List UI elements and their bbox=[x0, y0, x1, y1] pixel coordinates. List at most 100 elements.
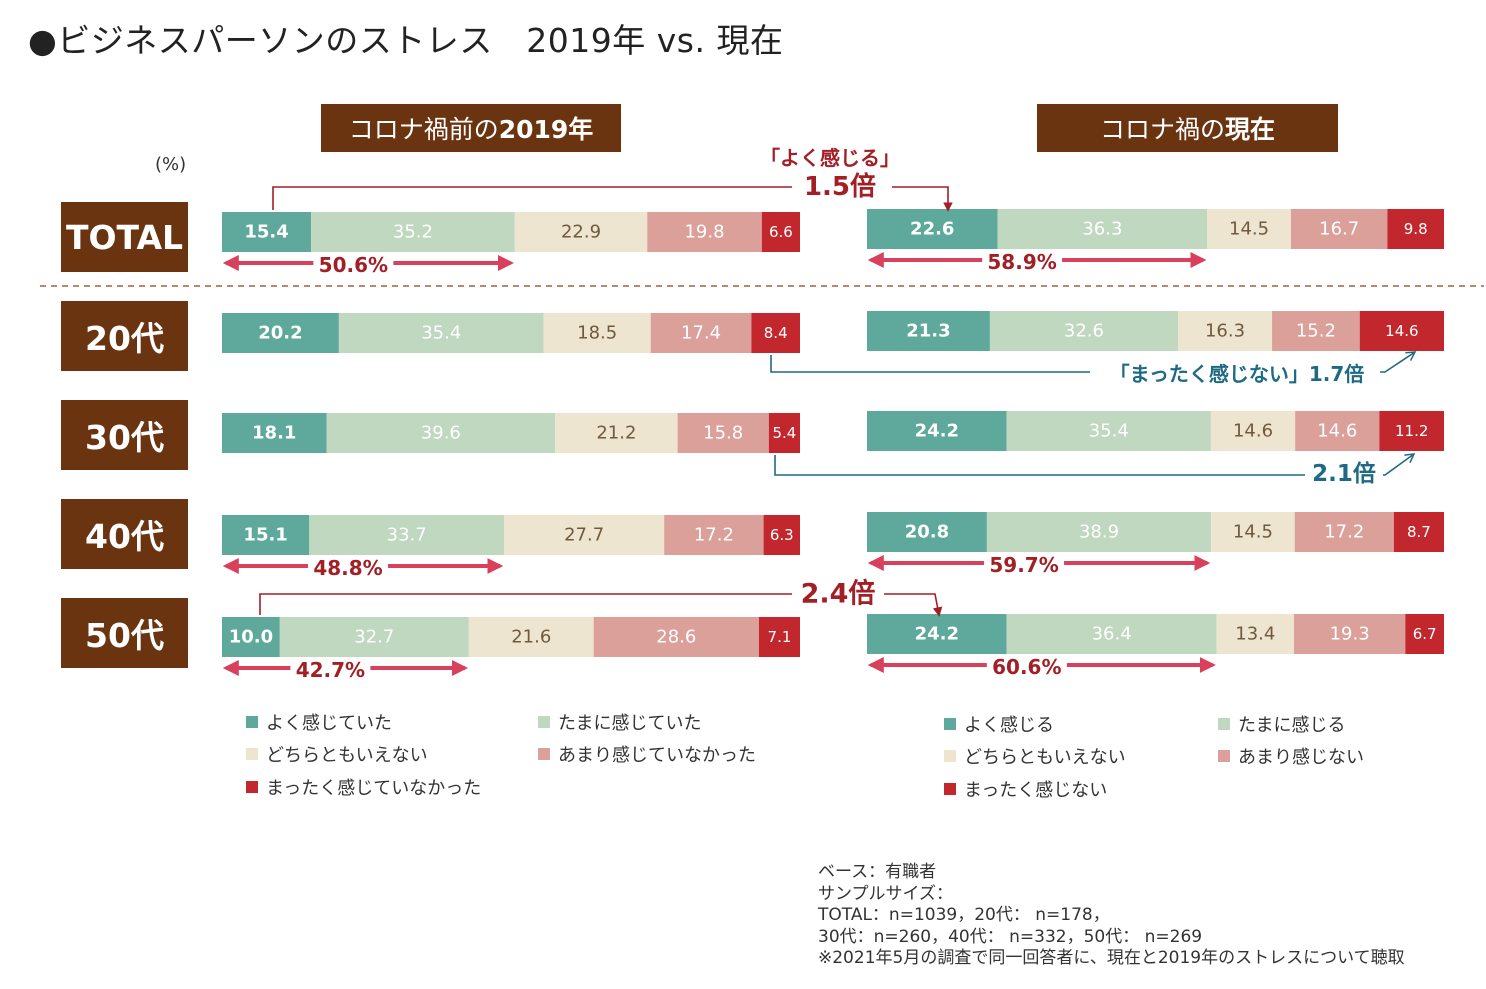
legend-label: まったく感じていなかった bbox=[266, 778, 482, 799]
swatch-rarely bbox=[1218, 750, 1230, 762]
bar-value-label: 33.7 bbox=[387, 525, 427, 546]
bar-segment-never bbox=[758, 617, 800, 657]
footnote-line: ※2021年5月の調査で同一回答者に、現在と2019年のストレスについて聴取 bbox=[818, 948, 1405, 968]
footnote-line: 30代：n=260，40代： n=332，50代： n=269 bbox=[818, 926, 1203, 947]
footnote: ベース：有職者 サンプルサイズ： TOTAL：n=1039，20代： n=178… bbox=[818, 862, 1405, 970]
bar-segment-never bbox=[1387, 209, 1444, 249]
bar-segment-neutral bbox=[468, 617, 594, 657]
connector-20s bbox=[770, 351, 1417, 373]
legend-item-sometimes-2019: たまに感じていた bbox=[538, 709, 701, 735]
bar-value-label: 16.7 bbox=[1319, 219, 1359, 240]
bar-segment-neutral bbox=[555, 413, 678, 453]
span-label: 60.6% bbox=[992, 655, 1061, 679]
bar-value-label: 32.7 bbox=[354, 627, 394, 648]
legend-item-often-current: よく感じる bbox=[944, 711, 1054, 737]
row-label-40s: 40代 bbox=[61, 499, 188, 569]
legend-item-rarely-current: あまり感じない bbox=[1218, 743, 1364, 769]
bar-value-label: 38.9 bbox=[1079, 522, 1119, 543]
bar-value-label: 14.6 bbox=[1233, 421, 1273, 442]
swatch-often bbox=[944, 718, 956, 730]
bar-segment-rarely bbox=[1293, 614, 1406, 654]
row-label-20s: 20代 bbox=[61, 301, 188, 371]
bar-value-label: 17.2 bbox=[694, 525, 734, 546]
bar-value-label: 15.8 bbox=[703, 423, 743, 444]
legend-item-neutral-2019: どちらともいえない bbox=[246, 741, 428, 767]
swatch-rarely bbox=[538, 748, 550, 760]
bar-value-label: 6.6 bbox=[769, 223, 793, 241]
bar-segment-never bbox=[763, 515, 800, 555]
footnote-line: ベース：有職者 bbox=[818, 862, 937, 882]
bar-segment-often bbox=[867, 512, 987, 552]
connector-total bbox=[272, 186, 953, 212]
bar-segment-rarely bbox=[1290, 209, 1388, 249]
bar-segment-often bbox=[222, 313, 339, 353]
bar-segment-neutral bbox=[1178, 311, 1273, 351]
bar-segment-often bbox=[867, 411, 1007, 451]
header-2019-bold: 2019年 bbox=[498, 115, 594, 144]
bar-segment-often bbox=[867, 209, 998, 249]
bar-value-label: 13.4 bbox=[1235, 624, 1275, 645]
bar-segment-rarely bbox=[664, 515, 764, 555]
bar-segment-never bbox=[1393, 512, 1444, 552]
bar-segment-neutral bbox=[1216, 614, 1294, 654]
span-label: 48.8% bbox=[313, 556, 382, 580]
row-label-50s: 50代 bbox=[61, 598, 188, 668]
bar-value-label: 17.4 bbox=[681, 323, 721, 344]
legend-label: よく感じる bbox=[964, 715, 1054, 736]
bar-value-label: 27.7 bbox=[564, 525, 604, 546]
header-current: コロナ禍の 現在 bbox=[1037, 104, 1338, 152]
connector-30s bbox=[774, 453, 1416, 476]
legend-item-never-current: まったく感じない bbox=[944, 776, 1107, 802]
bar-segment-neutral bbox=[1211, 512, 1295, 552]
bar-segment-sometimes bbox=[326, 413, 556, 453]
bar-value-label: 24.2 bbox=[915, 624, 959, 645]
legend-label: あまり感じていなかった bbox=[558, 745, 756, 766]
bar-segment-neutral bbox=[1210, 411, 1296, 451]
bar-segment-rarely bbox=[593, 617, 759, 657]
bar-value-label: 14.5 bbox=[1229, 219, 1269, 240]
bar-value-label: 11.2 bbox=[1395, 422, 1428, 440]
row-label-total: TOTAL bbox=[61, 202, 188, 272]
bar-value-label: 10.0 bbox=[229, 627, 273, 648]
callout-bg bbox=[1090, 360, 1380, 386]
legend-label: よく感じていた bbox=[266, 713, 392, 734]
bar-segment-neutral bbox=[1207, 209, 1291, 249]
swatch-sometimes bbox=[1218, 718, 1230, 730]
callout-label: 「よく感じる」 bbox=[760, 146, 900, 170]
legend-item-never-2019: まったく感じていなかった bbox=[246, 774, 481, 800]
bar-segment-sometimes bbox=[986, 512, 1212, 552]
bar-value-label: 20.2 bbox=[258, 323, 302, 344]
bar-value-label: 22.9 bbox=[561, 222, 601, 243]
bar-segment-never bbox=[761, 212, 800, 252]
bar-value-label: 18.1 bbox=[252, 423, 296, 444]
legend-item-often-2019: よく感じていた bbox=[246, 709, 392, 735]
bar-value-label: 36.3 bbox=[1082, 219, 1122, 240]
bar-segment-often bbox=[222, 617, 280, 657]
bar-value-label: 39.6 bbox=[421, 423, 461, 444]
span-label-bg bbox=[982, 250, 1063, 272]
callout-bg bbox=[792, 168, 892, 204]
bar-segment-sometimes bbox=[338, 313, 544, 353]
bar-value-label: 7.1 bbox=[768, 628, 792, 646]
bar-value-label: 8.4 bbox=[764, 324, 788, 342]
bar-value-label: 14.5 bbox=[1233, 522, 1273, 543]
bar-value-label: 21.3 bbox=[906, 321, 950, 342]
span-label-bg bbox=[984, 553, 1065, 575]
swatch-often bbox=[246, 716, 258, 728]
bar-value-label: 6.7 bbox=[1413, 625, 1437, 643]
header-2019: コロナ禍前の 2019年 bbox=[321, 104, 621, 152]
legend-label: どちらともいえない bbox=[266, 745, 428, 766]
bar-value-label: 19.3 bbox=[1330, 624, 1370, 645]
bar-value-label: 5.4 bbox=[772, 424, 796, 442]
legend-item-rarely-2019: あまり感じていなかった bbox=[538, 741, 756, 767]
bar-value-label: 21.2 bbox=[596, 423, 636, 444]
bar-value-label: 14.6 bbox=[1385, 322, 1418, 340]
row-label-30s: 30代 bbox=[61, 400, 188, 470]
bar-value-label: 19.8 bbox=[684, 222, 724, 243]
bar-segment-rarely bbox=[647, 212, 762, 252]
bar-value-label: 15.4 bbox=[244, 222, 288, 243]
footnote-line: サンプルサイズ： bbox=[818, 883, 953, 904]
span-label: 59.7% bbox=[989, 553, 1058, 577]
span-label: 42.7% bbox=[296, 658, 365, 682]
swatch-neutral bbox=[246, 748, 258, 760]
